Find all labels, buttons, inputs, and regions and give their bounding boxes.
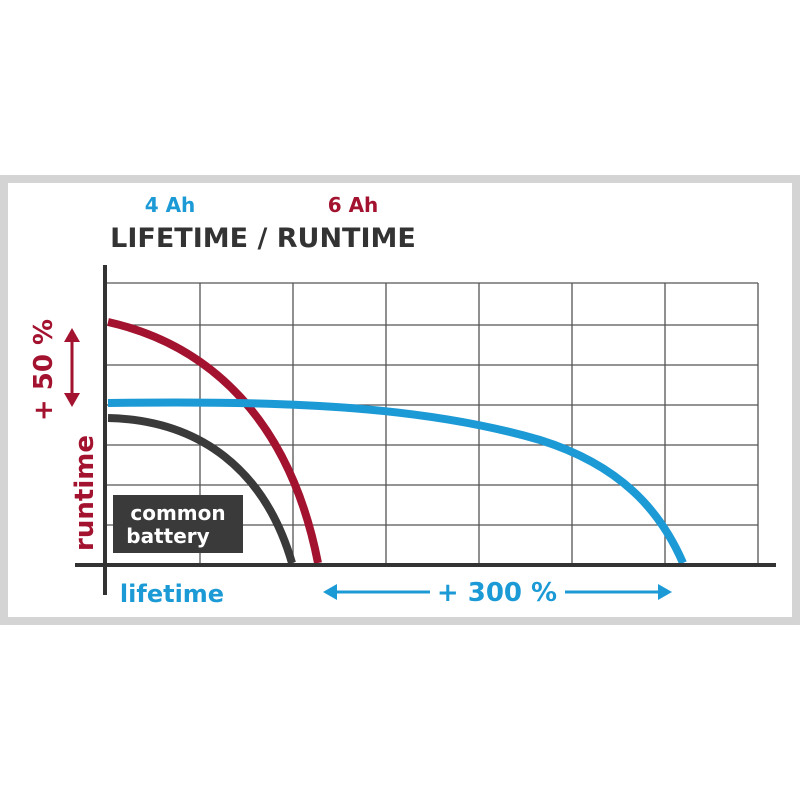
x-label: lifetime (120, 580, 224, 608)
common-curve (107, 414, 296, 565)
common-label: battery (126, 524, 209, 548)
y-gain: + 50 % (29, 319, 59, 421)
y-gain-arrow (64, 328, 80, 407)
x-gain: + 300 % (437, 578, 557, 608)
large-curve (107, 318, 322, 564)
legend-small: 4 Ah (145, 193, 196, 217)
common-label: common (130, 501, 225, 525)
legend-large: 6 Ah (328, 193, 379, 217)
x-gain-arrow (323, 584, 672, 600)
small-curve (107, 398, 687, 565)
common-box (113, 495, 243, 553)
title: LIFETIME / RUNTIME (110, 223, 416, 254)
y-label: runtime (70, 435, 100, 551)
